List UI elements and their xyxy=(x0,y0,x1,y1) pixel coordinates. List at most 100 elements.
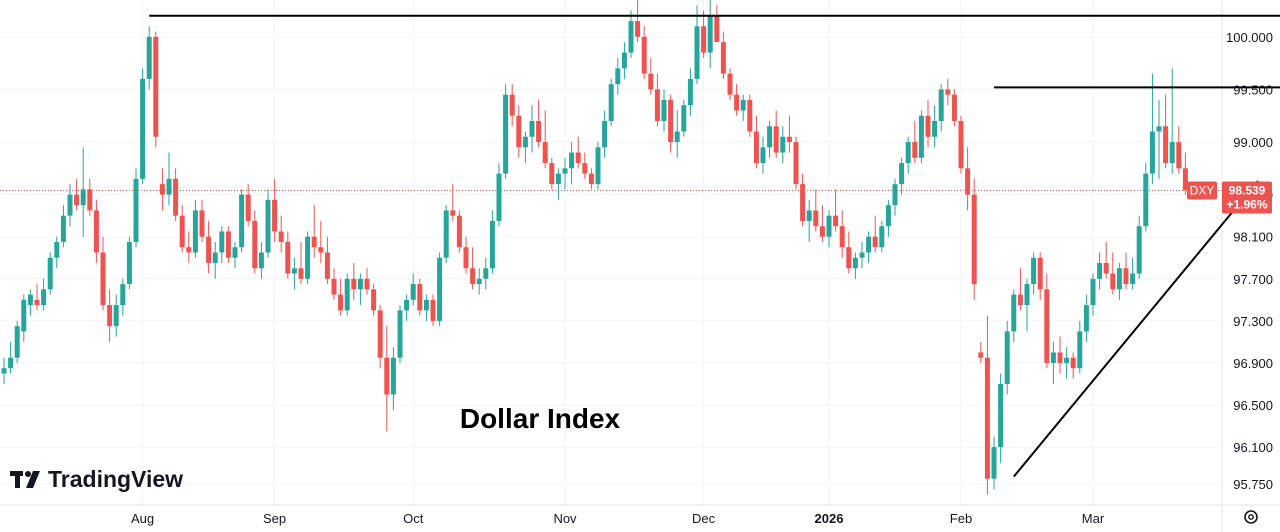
candle-up xyxy=(938,89,944,121)
candle-up xyxy=(1,368,7,374)
candle-down xyxy=(720,42,726,74)
x-tick-label: Dec xyxy=(692,511,716,526)
candle-up xyxy=(239,194,245,248)
tradingview-logo[interactable]: TradingView xyxy=(10,466,183,492)
candle-down xyxy=(945,89,951,95)
candle-up xyxy=(687,78,693,106)
x-tick-label: Feb xyxy=(950,511,972,526)
candle-up xyxy=(806,210,812,221)
candle-up xyxy=(21,299,27,332)
candle-down xyxy=(324,252,330,279)
ascending-support-line[interactable] xyxy=(1013,180,1259,478)
candle-down xyxy=(912,142,918,158)
tradingview-wordmark: TradingView xyxy=(48,466,183,492)
candle-down xyxy=(331,278,337,295)
candle-up xyxy=(258,252,264,269)
candle-up xyxy=(522,136,528,148)
candle-up xyxy=(555,173,561,185)
candle-up xyxy=(265,199,271,253)
candle-down xyxy=(278,231,284,242)
candle-down xyxy=(245,194,251,221)
candle-down xyxy=(727,73,733,95)
candle-up xyxy=(1097,263,1103,279)
candle-up xyxy=(885,205,891,227)
candles xyxy=(1,0,1188,495)
candle-up xyxy=(47,257,53,290)
candle-up xyxy=(1031,257,1037,285)
candle-down xyxy=(179,215,185,248)
candle-down xyxy=(734,94,740,111)
candle-down xyxy=(298,268,304,279)
trendlines[interactable] xyxy=(149,14,1280,478)
candle-down xyxy=(186,247,192,253)
candle-down xyxy=(351,278,357,290)
candle-up xyxy=(998,384,1004,448)
candle-up xyxy=(1064,357,1070,363)
last-price-badge: DXY 98.539 +1.96% xyxy=(1187,181,1272,214)
candle-down xyxy=(159,184,165,195)
candle-down xyxy=(74,194,80,206)
y-tick-label: 99.500 xyxy=(1233,82,1273,97)
candle-up xyxy=(628,21,634,53)
candle-down xyxy=(786,136,792,143)
settings-gear-icon[interactable] xyxy=(1244,510,1258,524)
candle-up xyxy=(740,99,746,111)
candle-down xyxy=(753,131,759,164)
candle-down xyxy=(318,247,324,253)
candle-up xyxy=(305,236,311,279)
candle-up xyxy=(661,99,667,121)
candle-up xyxy=(80,189,86,206)
candle-down xyxy=(87,189,93,211)
candle-down xyxy=(971,194,977,285)
candle-up xyxy=(674,131,680,143)
candle-up xyxy=(595,147,601,185)
candle-down xyxy=(456,215,462,248)
y-tick-label: 96.500 xyxy=(1233,398,1273,413)
candle-down xyxy=(813,210,819,227)
last-price-value: 98.539 xyxy=(1229,184,1266,198)
candle-up xyxy=(615,68,621,85)
candle-up xyxy=(476,278,482,285)
candle-up xyxy=(41,289,47,306)
candle-down xyxy=(549,163,555,185)
candle-up xyxy=(54,241,60,258)
candle-up xyxy=(146,36,152,79)
candle-up xyxy=(780,136,786,153)
x-tick-label: Mar xyxy=(1082,511,1105,526)
candle-up xyxy=(212,252,218,264)
candle-up xyxy=(1116,268,1122,290)
candle-up xyxy=(621,52,627,69)
candle-down xyxy=(1017,294,1023,306)
candle-down xyxy=(819,226,825,237)
candle-up xyxy=(496,173,502,221)
candle-down xyxy=(285,241,291,274)
tradingview-logo-icon xyxy=(10,471,40,488)
candle-down xyxy=(542,142,548,164)
y-tick-label: 98.100 xyxy=(1233,230,1273,245)
candle-up xyxy=(1169,142,1175,164)
candle-up xyxy=(1083,305,1089,332)
candle-up xyxy=(1136,226,1142,274)
candle-up xyxy=(694,26,700,79)
candle-down xyxy=(100,252,106,306)
candle-up xyxy=(852,257,858,269)
candle-down xyxy=(1110,273,1116,290)
candle-up xyxy=(1130,273,1136,285)
candle-up xyxy=(291,268,297,274)
candle-down xyxy=(417,284,423,311)
time-axis[interactable]: Aug Sep Oct Nov Dec 2026 Feb Mar xyxy=(131,511,1105,526)
candle-down xyxy=(714,15,720,43)
candle-down xyxy=(701,26,707,53)
candle-up xyxy=(826,215,832,237)
candle-up xyxy=(529,120,535,137)
candle-up xyxy=(681,105,687,132)
candle-up xyxy=(192,210,198,253)
candle-down xyxy=(463,247,469,269)
candle-down xyxy=(648,73,654,90)
candle-up xyxy=(859,252,865,258)
candle-up xyxy=(707,15,713,53)
candle-down xyxy=(1044,289,1050,363)
candle-down xyxy=(272,199,278,232)
